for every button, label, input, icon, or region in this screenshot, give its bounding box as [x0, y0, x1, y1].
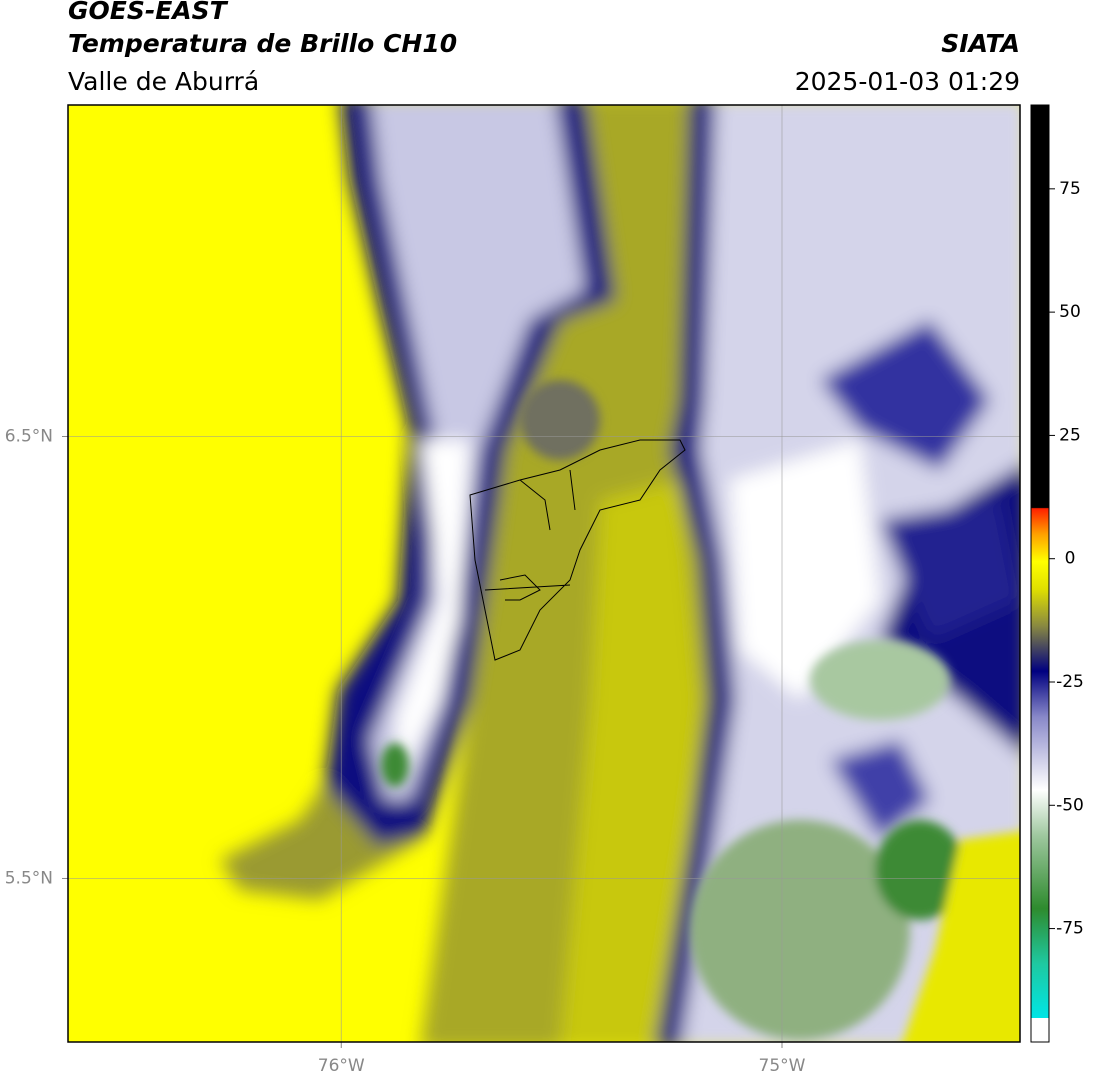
colorbar-tick-label: 0: [1065, 549, 1076, 569]
colorbar-tick-label: 75: [1059, 179, 1081, 199]
map-frame: [67, 104, 1021, 1043]
y-tick-label: 5.5°N: [5, 868, 53, 888]
colorbar-tick-label: 25: [1059, 425, 1081, 445]
colorbar: [1031, 105, 1049, 1018]
colorbar-extend: [1031, 1018, 1049, 1042]
x-tick-label: 76°W: [318, 1056, 365, 1076]
colorbar-tick-label: -75: [1056, 919, 1084, 939]
x-tick-label: 75°W: [759, 1056, 806, 1076]
colorbar-tick-label: 50: [1059, 302, 1081, 322]
satellite-image: [68, 105, 1020, 1042]
subtitle: Temperatura de Brillo CH10: [68, 29, 457, 58]
source: SIATA: [941, 29, 1020, 58]
y-tick-label: 6.5°N: [5, 426, 53, 446]
colorbar-frame: [1030, 104, 1050, 1043]
region: Valle de Aburrá: [68, 67, 259, 96]
title: GOES-EAST: [68, 0, 229, 25]
colorbar-tick-label: -25: [1056, 672, 1084, 692]
colorbar-tick-label: -50: [1056, 795, 1084, 815]
timestamp: 2025-01-03 01:29: [795, 67, 1020, 96]
